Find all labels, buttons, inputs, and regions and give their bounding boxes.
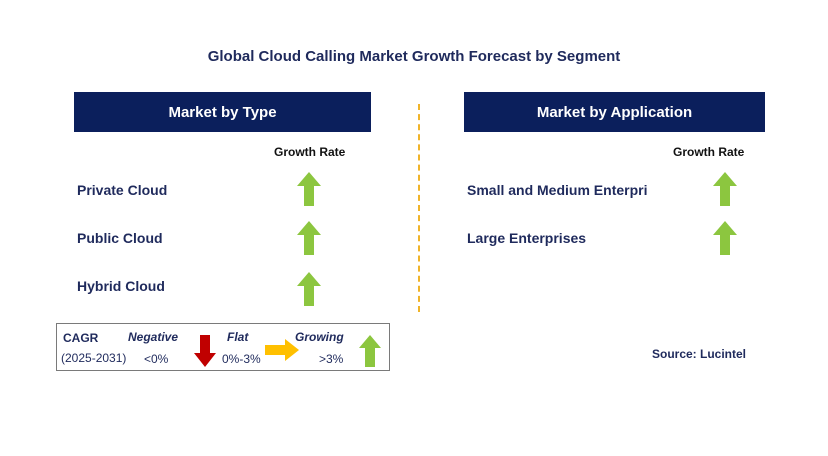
market-by-application-header: Market by Application bbox=[464, 92, 765, 132]
legend-flat-label: Flat bbox=[227, 330, 249, 344]
source-credit: Source: Lucintel bbox=[652, 347, 747, 361]
market-by-type-header: Market by Type bbox=[74, 92, 371, 132]
legend-negative-label: Negative bbox=[128, 330, 179, 344]
type-label-hybrid-cloud: Hybrid Cloud bbox=[77, 278, 165, 294]
legend-cagr-label: CAGR bbox=[63, 331, 99, 345]
application-label-large-enterprises: Large Enterprises bbox=[467, 230, 587, 246]
up-arrow-icon bbox=[359, 335, 381, 367]
application-growth-rate-header: Growth Rate bbox=[673, 145, 745, 159]
up-arrow-icon bbox=[713, 221, 737, 255]
type-label-private-cloud: Private Cloud bbox=[77, 182, 168, 198]
up-arrow-icon bbox=[297, 172, 321, 206]
application-label-sme: Small and Medium Enterpri bbox=[467, 182, 648, 198]
up-arrow-icon bbox=[297, 221, 321, 255]
chart-title: Global Cloud Calling Market Growth Forec… bbox=[207, 48, 621, 65]
legend-flat-range: 0%-3% bbox=[222, 352, 261, 366]
legend-negative-range: <0% bbox=[144, 352, 169, 366]
up-arrow-icon bbox=[713, 172, 737, 206]
type-label-public-cloud: Public Cloud bbox=[77, 230, 163, 246]
legend-growing-label: Growing bbox=[295, 330, 344, 344]
right-arrow-icon bbox=[265, 339, 299, 361]
cagr-legend: CAGR (2025-2031) Negative <0% Flat 0%-3%… bbox=[56, 323, 390, 371]
type-growth-rate-header: Growth Rate bbox=[274, 145, 346, 159]
legend-growing-range: >3% bbox=[319, 352, 344, 366]
up-arrow-icon bbox=[297, 272, 321, 306]
panel-divider bbox=[418, 104, 420, 312]
down-arrow-icon bbox=[194, 335, 216, 367]
legend-period: (2025-2031) bbox=[61, 351, 127, 365]
